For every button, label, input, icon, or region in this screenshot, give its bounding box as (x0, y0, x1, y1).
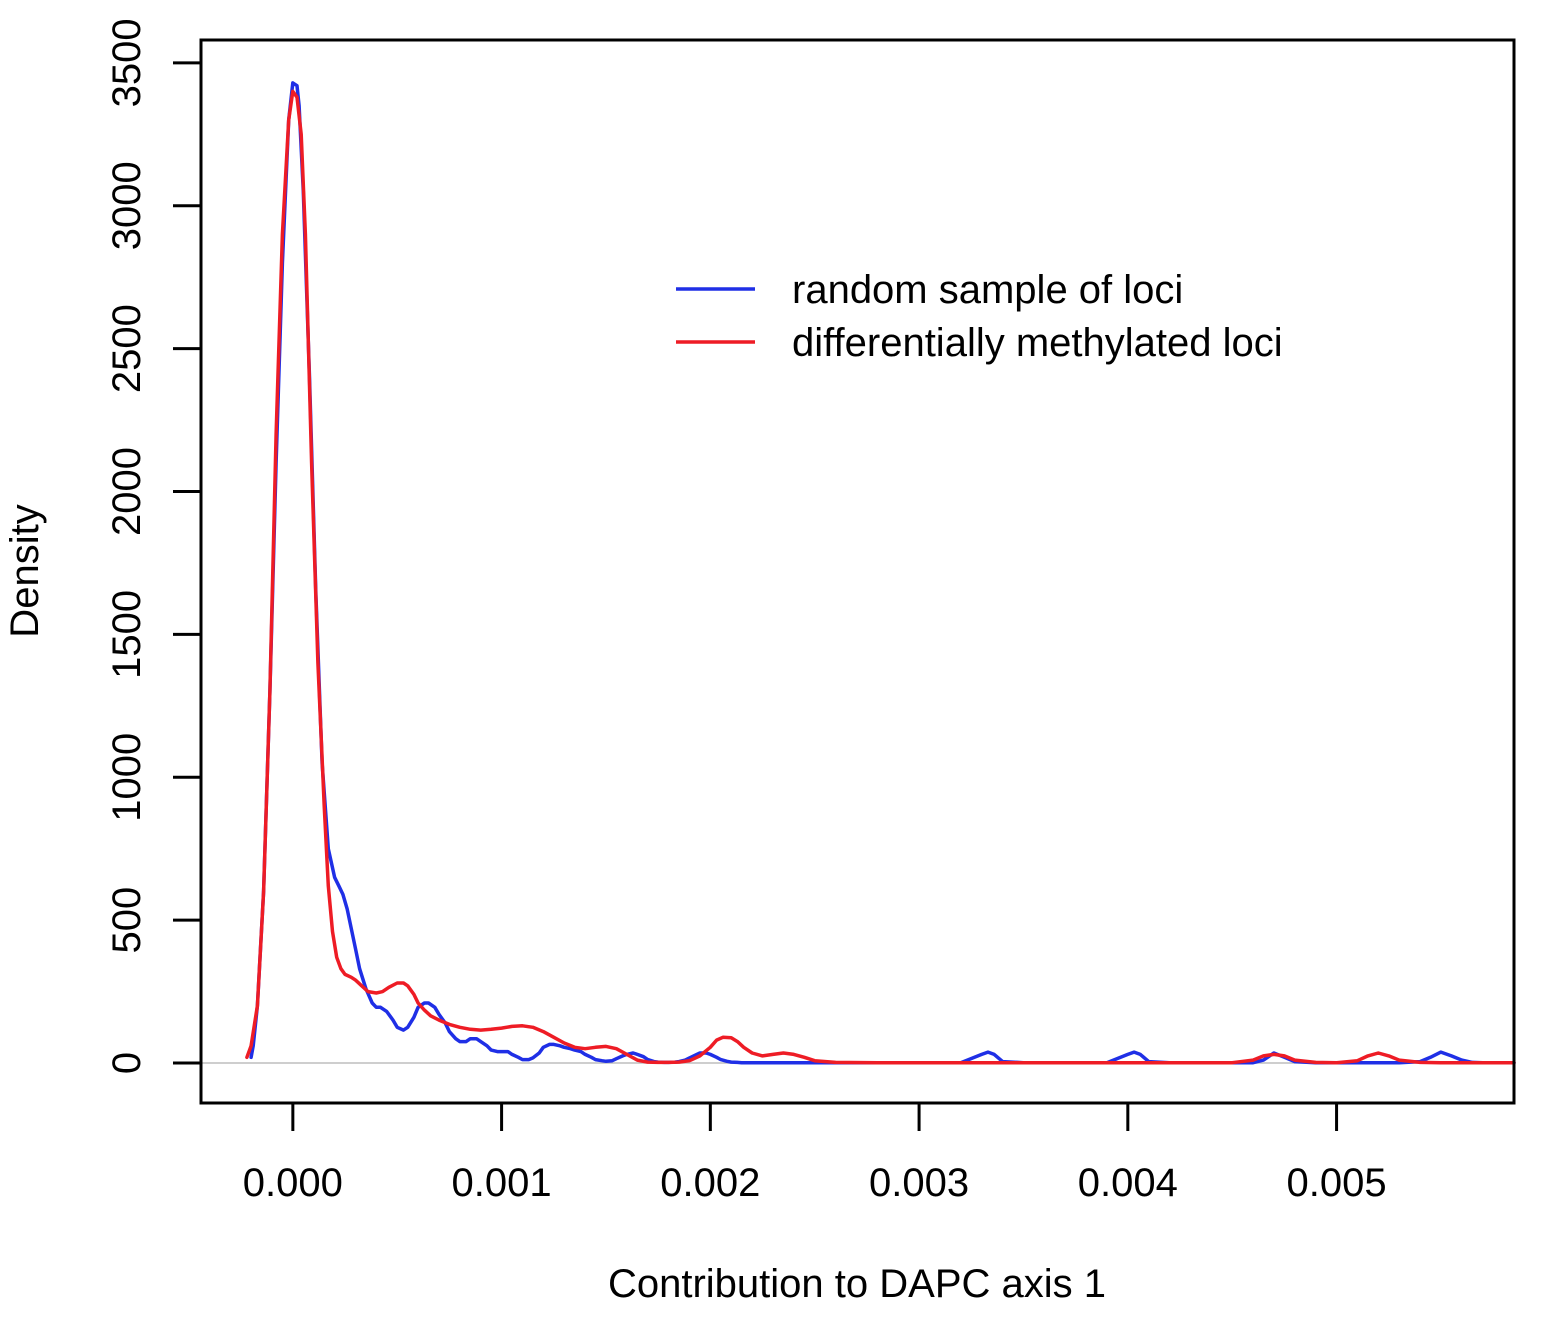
y-axis: 0 500 1000 1500 2000 2500 3000 3500 (105, 18, 203, 1074)
y-tick-label: 2000 (105, 447, 149, 536)
x-axis: 0.000 0.001 0.002 0.003 0.004 0.005 (243, 1101, 1387, 1205)
y-tick-label: 3000 (105, 161, 149, 250)
y-axis-title: Density (3, 504, 47, 637)
y-tick-label: 1500 (105, 590, 149, 679)
series-layer (245, 81, 1516, 1065)
x-tick-label: 0.000 (243, 1161, 343, 1205)
x-tick-label: 0.002 (660, 1161, 760, 1205)
series-line-1 (249, 81, 1516, 1065)
y-tick-label: 3500 (105, 18, 149, 107)
x-tick-label: 0.004 (1078, 1161, 1178, 1205)
y-tick-label: 1000 (105, 733, 149, 822)
series-line-2 (245, 89, 1516, 1065)
x-tick-label: 0.003 (869, 1161, 969, 1205)
plot-frame (199, 38, 1516, 1105)
x-tick-label: 0.005 (1287, 1161, 1387, 1205)
legend: random sample of loci differentially meth… (676, 268, 1283, 365)
y-tick-label: 2500 (105, 304, 149, 393)
legend-label: differentially methylated loci (792, 321, 1283, 365)
legend-label: random sample of loci (792, 268, 1183, 312)
y-tick-label: 0 (105, 1052, 149, 1074)
x-tick-label: 0.001 (452, 1161, 552, 1205)
y-tick-label: 500 (105, 887, 149, 954)
x-axis-title: Contribution to DAPC axis 1 (608, 1262, 1106, 1306)
